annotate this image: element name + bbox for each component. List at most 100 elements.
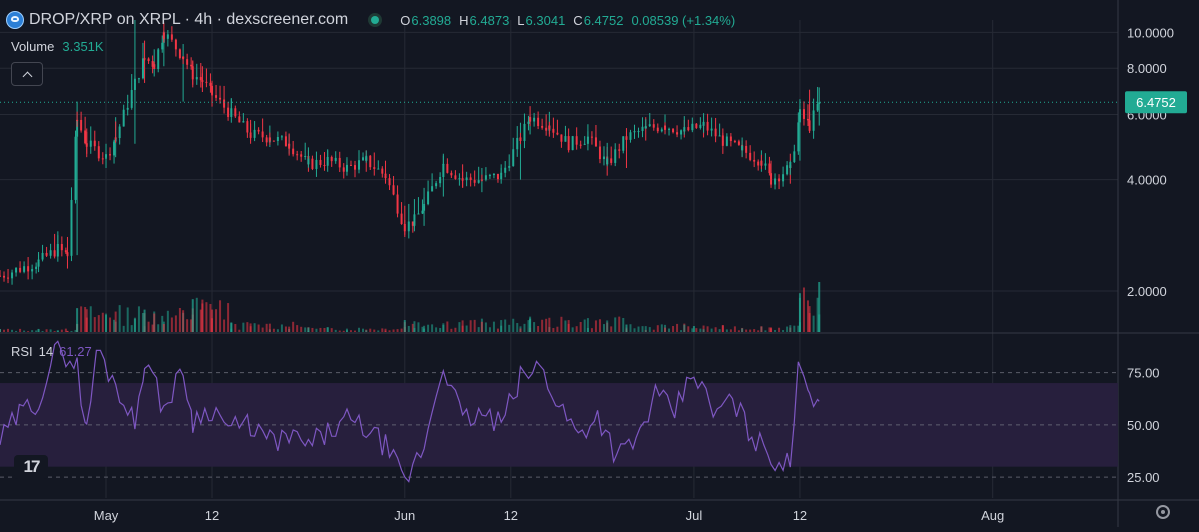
candle-body bbox=[60, 244, 63, 251]
volume-bar bbox=[315, 328, 318, 332]
candle-body bbox=[84, 130, 87, 144]
candle-body bbox=[230, 114, 233, 117]
volume-bar bbox=[242, 322, 245, 332]
candle-body bbox=[56, 248, 59, 257]
volume-bar bbox=[602, 324, 605, 332]
volume-bar bbox=[211, 309, 214, 332]
collapse-legend-button[interactable] bbox=[11, 62, 43, 86]
volume-bar bbox=[153, 313, 156, 332]
volume-bar bbox=[606, 320, 609, 332]
volume-bar bbox=[296, 325, 299, 332]
candle-body bbox=[687, 127, 690, 131]
candle-body bbox=[334, 157, 337, 162]
volume-bar bbox=[93, 317, 96, 332]
candle-body bbox=[737, 141, 740, 145]
candle-body bbox=[246, 121, 249, 133]
candle-body bbox=[238, 116, 241, 123]
candle-body bbox=[211, 94, 214, 96]
volume-bar bbox=[691, 328, 694, 332]
volume-bar bbox=[610, 326, 613, 332]
volume-bar bbox=[488, 327, 491, 332]
volume-bar bbox=[786, 326, 789, 332]
volume-bar bbox=[660, 324, 663, 332]
volume-bar bbox=[782, 330, 785, 332]
gear-icon[interactable] bbox=[1156, 505, 1170, 519]
candle-body bbox=[733, 141, 736, 143]
volume-bar bbox=[764, 330, 767, 332]
candle-body bbox=[223, 99, 226, 108]
candle-body bbox=[614, 149, 617, 163]
volume-bar bbox=[492, 321, 495, 332]
volume-bar bbox=[614, 317, 617, 332]
volume-bar bbox=[199, 309, 202, 332]
candle-body bbox=[292, 148, 295, 155]
candle-body bbox=[190, 64, 193, 67]
candle-body bbox=[516, 137, 519, 150]
candle-body bbox=[242, 121, 245, 123]
candle-body bbox=[625, 137, 628, 140]
candle-body bbox=[76, 119, 79, 137]
candle-body bbox=[349, 164, 352, 166]
volume-bar bbox=[548, 317, 551, 332]
price-axis-tick-label: 4.0000 bbox=[1127, 173, 1167, 188]
candle-body bbox=[427, 191, 430, 205]
candle-body bbox=[797, 122, 800, 152]
volume-bar bbox=[500, 325, 503, 332]
volume-bar bbox=[49, 329, 52, 332]
volume-bar bbox=[70, 331, 73, 332]
candle-body bbox=[508, 166, 511, 168]
volume-bar bbox=[710, 328, 713, 332]
volume-bar bbox=[618, 316, 621, 332]
candle-body bbox=[770, 173, 773, 180]
price-change: 0.08539 (+1.34%) bbox=[631, 12, 736, 28]
volume-bar bbox=[147, 321, 150, 332]
candle-body bbox=[122, 109, 125, 127]
volume-bar bbox=[304, 327, 307, 332]
volume-bar bbox=[201, 303, 204, 332]
candle-body bbox=[315, 159, 318, 169]
candle-body bbox=[97, 146, 100, 159]
candle-body bbox=[423, 205, 426, 211]
candle-body bbox=[227, 107, 230, 117]
volume-bar bbox=[421, 326, 424, 332]
candle-body bbox=[718, 135, 721, 137]
candle-body bbox=[423, 204, 426, 206]
candle-body bbox=[473, 180, 476, 183]
volume-bar bbox=[586, 318, 589, 332]
candle-body bbox=[249, 134, 252, 138]
candle-body bbox=[545, 127, 548, 131]
candle-body bbox=[178, 49, 181, 59]
candle-body bbox=[431, 186, 434, 192]
candle-body bbox=[209, 82, 212, 86]
candle-body bbox=[161, 42, 164, 50]
volume-bar bbox=[292, 321, 295, 332]
volume-bar bbox=[170, 317, 173, 332]
candle-body bbox=[465, 177, 468, 181]
volume-bar bbox=[469, 320, 472, 332]
volume-bar bbox=[442, 325, 445, 332]
candle-body bbox=[338, 157, 341, 168]
tradingview-logo-icon[interactable]: 17 bbox=[14, 455, 48, 479]
candle-body bbox=[174, 39, 177, 50]
candle-body bbox=[37, 259, 40, 262]
time-axis-tick-label: Jun bbox=[394, 508, 415, 523]
volume-bar bbox=[157, 324, 160, 332]
volume-bar bbox=[7, 328, 10, 332]
volume-bar bbox=[450, 328, 453, 332]
volume-bar bbox=[246, 322, 249, 332]
candle-body bbox=[288, 143, 291, 149]
volume-bar bbox=[519, 328, 522, 332]
volume-bar bbox=[31, 330, 34, 332]
volume-bar bbox=[802, 287, 805, 332]
volume-bar bbox=[76, 308, 79, 332]
volume-bar bbox=[141, 313, 144, 332]
volume-bar bbox=[396, 329, 399, 332]
volume-bar bbox=[234, 324, 237, 332]
volume-bar bbox=[407, 325, 410, 332]
volume-bar bbox=[342, 330, 345, 332]
ohlc-low: L6.3041 bbox=[517, 12, 566, 28]
candle-body bbox=[133, 82, 136, 90]
volume-bar bbox=[223, 319, 226, 332]
